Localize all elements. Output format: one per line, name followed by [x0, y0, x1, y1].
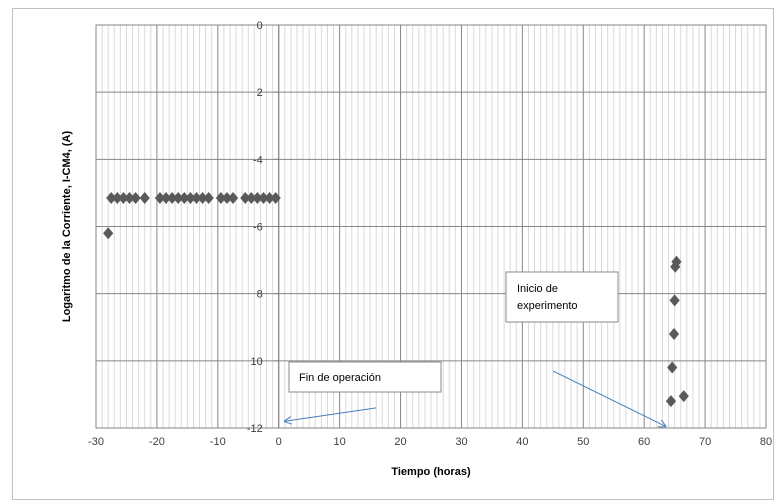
- scatter-chart: 0 2 -4 -6 8 10 -12 -30 -20 -10 0 10 20 30 40 50 60 70 80 Ti…: [61, 20, 772, 478]
- x-tick-label: 80: [760, 436, 772, 448]
- data-point: [118, 191, 129, 204]
- data-point: [671, 255, 682, 268]
- x-tick-label: 40: [516, 436, 528, 448]
- y-tick-label: 2: [257, 87, 263, 99]
- annotation-arrow-inicio-de-experimento: [552, 370, 666, 426]
- annotation-arrow-fin-de-operacion: [285, 407, 377, 421]
- data-point: [179, 191, 190, 204]
- data-point: [246, 191, 257, 204]
- data-point: [215, 191, 226, 204]
- data-point: [221, 191, 233, 204]
- data-point: [173, 191, 184, 204]
- data-point: [203, 191, 214, 204]
- x-tick-label: 60: [638, 436, 650, 448]
- data-point: [139, 191, 150, 204]
- data-point: [124, 191, 135, 204]
- annotation-box-inicio-de-experimento: [505, 271, 619, 323]
- annotation-box-fin-de-operacion: [288, 361, 442, 393]
- y-tick-label: -6: [253, 222, 263, 234]
- x-tick-label: 20: [394, 436, 406, 448]
- y-tick-label: 10: [250, 356, 262, 368]
- data-point: [112, 191, 123, 204]
- y-tick-label: 0: [257, 20, 263, 32]
- data-point: [270, 191, 281, 204]
- plot-area-border: [95, 24, 767, 429]
- data-point: [191, 191, 202, 204]
- data-point: [667, 361, 678, 374]
- data-point: [668, 327, 680, 340]
- x-axis-title: Tiempo (horas): [391, 466, 471, 478]
- data-point: [160, 191, 172, 204]
- x-tick-label: -30: [88, 436, 104, 448]
- data-point: [258, 191, 269, 204]
- x-tick-label: 0: [276, 436, 282, 448]
- data-point: [669, 294, 680, 307]
- y-tick-label: -4: [253, 154, 263, 166]
- data-point: [227, 191, 239, 204]
- data-point: [103, 227, 114, 240]
- data-point: [167, 191, 178, 204]
- data-point: [670, 260, 681, 273]
- chart-frame: 0 2 -4 -6 8 10 -12 -30 -20 -10 0 10 20 30 40 50 60 70 80 Ti…: [12, 8, 774, 500]
- annotation-text-fin-de-operacion: Fin de operación: [299, 372, 381, 384]
- data-point: [106, 191, 117, 204]
- x-tick-label: -20: [149, 436, 165, 448]
- x-tick-label: 10: [334, 436, 346, 448]
- x-tick-label: -10: [210, 436, 226, 448]
- y-tick-label: 8: [257, 289, 263, 301]
- y-tick-label: -12: [247, 423, 263, 435]
- annotation-text-inicio-de-experimento: Inicio de: [517, 283, 558, 295]
- data-point: [154, 191, 166, 204]
- x-tick-label: 70: [699, 436, 711, 448]
- annotation-text-inicio-de-experimento: experimento: [517, 300, 578, 312]
- x-tick-label: 50: [577, 436, 589, 448]
- data-point: [197, 191, 208, 204]
- data-point: [240, 191, 251, 204]
- data-point: [678, 390, 689, 403]
- y-axis-title: Logaritmo de la Corriente, I-CM4, (A): [61, 131, 73, 323]
- data-point: [665, 395, 677, 408]
- data-point: [185, 191, 196, 204]
- x-tick-label: 30: [455, 436, 467, 448]
- data-point: [130, 191, 141, 204]
